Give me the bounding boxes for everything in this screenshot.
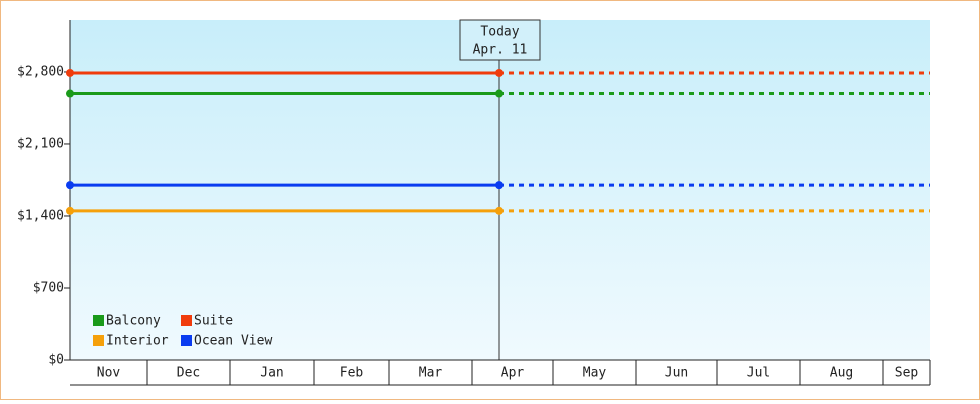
legend-swatch [181,315,192,326]
y-tick-label: $0 [48,353,64,368]
point [66,68,74,77]
x-tick-label: May [583,366,607,381]
point [495,181,503,190]
point [66,181,74,190]
x-tick-label: Jul [747,366,770,381]
today-box [459,19,541,61]
point [495,89,503,98]
x-tick-label: Mar [419,366,443,381]
x-tick-label: Feb [340,366,364,381]
x-tick-label: Aug [830,366,853,381]
today-date: Apr. 11 [473,43,528,58]
y-tick-label: $2,100 [17,136,64,151]
x-tick-label: Jun [665,366,688,381]
point [66,206,74,215]
point [495,206,503,215]
y-tick-label: $700 [33,280,64,295]
x-tick-label: Jan [260,366,283,381]
legend-swatch [93,335,104,346]
legend-swatch [93,315,104,326]
legend-label: Interior [106,334,169,349]
point [495,68,503,77]
x-tick-label: Dec [177,366,200,381]
y-tick-label: $2,800 [17,64,64,79]
legend-label: Balcony [106,314,161,329]
y-tick-label: $1,400 [17,208,64,223]
x-tick-label: Apr [501,366,525,381]
legend-swatch [181,335,192,346]
legend-label: Ocean View [194,334,272,349]
today-title: Today [480,25,519,40]
x-tick-label: Sep [895,366,919,381]
x-tick-label: Nov [97,366,121,381]
legend-label: Suite [194,314,233,329]
point [66,89,74,98]
